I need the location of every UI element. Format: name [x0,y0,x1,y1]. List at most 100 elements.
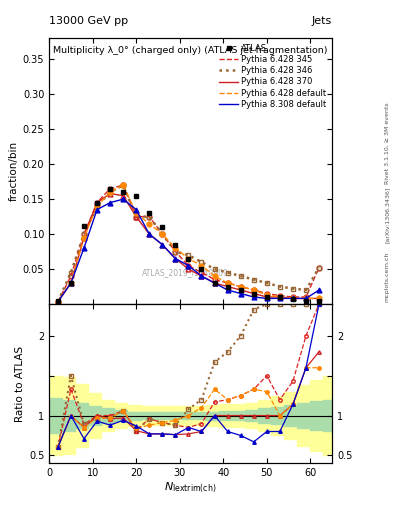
Pythia 6.428 345 [95,200,99,206]
Y-axis label: fraction/bin: fraction/bin [9,141,18,201]
Pythia 6.428 345 [277,292,282,298]
ATLAS [252,290,256,296]
Pythia 6.428 346 [238,273,243,279]
Pythia 6.428 345 [173,248,178,254]
Pythia 6.428 default [317,295,321,302]
Legend: ATLAS, Pythia 6.428 345, Pythia 6.428 346, Pythia 6.428 370, Pythia 6.428 defaul: ATLAS, Pythia 6.428 345, Pythia 6.428 34… [218,42,328,110]
Pythia 6.428 370 [277,294,282,300]
Pythia 8.308 default [121,196,125,202]
Pythia 6.428 default [147,221,152,227]
Pythia 6.428 346 [252,276,256,283]
ATLAS [134,193,139,199]
Pythia 6.428 346 [160,231,165,237]
Line: Pythia 8.308 default: Pythia 8.308 default [58,199,319,302]
Pythia 6.428 default [277,294,282,300]
Text: [arXiv:1306.3436]: [arXiv:1306.3436] [385,187,389,243]
Pythia 6.428 370 [238,287,243,293]
Pythia 6.428 345 [82,231,86,237]
Line: Pythia 6.428 default: Pythia 6.428 default [58,185,319,302]
Pythia 6.428 346 [225,269,230,275]
Line: Pythia 6.428 370: Pythia 6.428 370 [58,194,319,302]
Pythia 6.428 345 [304,294,309,300]
Pythia 8.308 default [264,295,269,302]
Pythia 8.308 default [317,287,321,293]
Pythia 6.428 370 [68,280,73,286]
Pythia 6.428 370 [212,280,217,286]
Pythia 6.428 346 [212,266,217,272]
ATLAS [290,296,295,302]
Pythia 6.428 346 [68,269,73,275]
Pythia 8.308 default [186,263,191,269]
Pythia 6.428 345 [238,284,243,290]
Pythia 6.428 346 [108,189,112,195]
ATLAS [225,284,230,290]
Pythia 6.428 370 [304,295,309,302]
Pythia 6.428 346 [186,252,191,258]
ATLAS [304,297,309,304]
Pythia 6.428 370 [173,255,178,262]
Pythia 6.428 370 [317,295,321,302]
Pythia 6.428 370 [121,193,125,199]
Pythia 6.428 345 [225,280,230,286]
Pythia 6.428 370 [108,190,112,197]
Pythia 6.428 default [134,210,139,216]
Pythia 6.428 345 [147,214,152,220]
Pythia 8.308 default [304,295,309,302]
ATLAS [147,210,152,216]
Pythia 6.428 default [264,292,269,298]
ATLAS [55,297,60,304]
ATLAS [108,186,112,192]
Pythia 8.308 default [108,200,112,206]
Pythia 6.428 default [212,273,217,279]
Pythia 6.428 default [225,280,230,286]
Pythia 6.428 370 [134,214,139,220]
Pythia 6.428 370 [252,290,256,296]
ATLAS [264,294,269,300]
Pythia 8.308 default [160,242,165,248]
Pythia 6.428 345 [290,294,295,300]
ATLAS [212,280,217,286]
Pythia 8.308 default [238,290,243,296]
Pythia 6.428 345 [55,299,60,305]
Pythia 6.428 default [160,231,165,237]
Pythia 6.428 345 [264,290,269,296]
Line: Pythia 6.428 346: Pythia 6.428 346 [58,185,319,302]
Line: Pythia 6.428 345: Pythia 6.428 345 [58,185,319,302]
Pythia 6.428 346 [264,280,269,286]
Pythia 6.428 default [199,263,204,269]
Pythia 6.428 370 [95,200,99,206]
Pythia 6.428 default [121,182,125,188]
Pythia 6.428 default [108,189,112,195]
ATLAS [82,223,86,229]
Pythia 6.428 345 [212,276,217,283]
ATLAS [186,255,191,262]
ATLAS [199,266,204,272]
Pythia 6.428 370 [82,234,86,241]
Pythia 8.308 default [173,255,178,262]
Pythia 6.428 346 [55,299,60,305]
Pythia 8.308 default [225,287,230,293]
Pythia 6.428 345 [186,263,191,269]
Pythia 6.428 370 [290,295,295,302]
Pythia 6.428 346 [277,284,282,290]
Pythia 6.428 346 [173,248,178,254]
Pythia 8.308 default [147,231,152,237]
ATLAS [277,294,282,300]
Text: 13000 GeV pp: 13000 GeV pp [49,15,128,26]
Pythia 6.428 345 [134,214,139,220]
Pythia 6.428 370 [199,273,204,279]
Pythia 6.428 default [186,255,191,262]
Pythia 6.428 default [173,245,178,251]
ATLAS [95,200,99,206]
Text: mcplots.cern.ch: mcplots.cern.ch [385,251,389,302]
Pythia 6.428 default [55,299,60,305]
Text: Rivet 3.1.10, ≥ 3M events: Rivet 3.1.10, ≥ 3M events [385,102,389,184]
Pythia 8.308 default [82,245,86,251]
ATLAS [173,242,178,248]
X-axis label: $N_{\mathrm{lextrim(ch)}}$: $N_{\mathrm{lextrim(ch)}}$ [164,481,217,496]
Pythia 8.308 default [252,294,256,300]
Pythia 6.428 345 [108,186,112,192]
Pythia 6.428 default [252,287,256,293]
Pythia 6.428 345 [252,287,256,293]
Pythia 6.428 345 [199,269,204,275]
